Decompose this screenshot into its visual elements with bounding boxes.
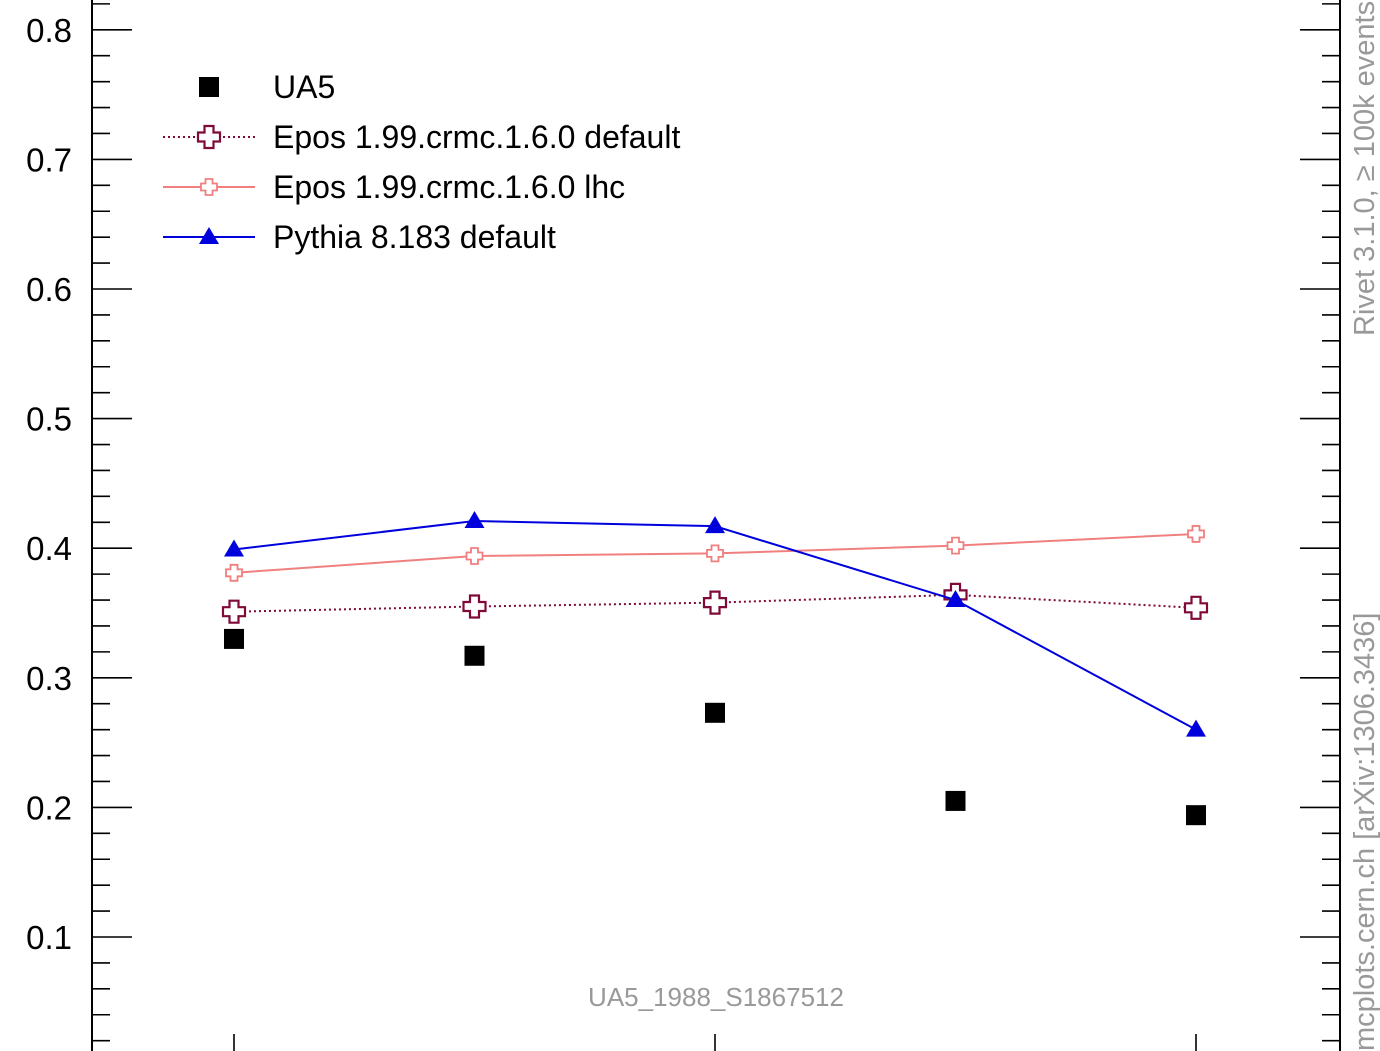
- data-point: [705, 702, 725, 723]
- y-tick-label: 0.3: [26, 660, 72, 697]
- data-point: [705, 516, 725, 534]
- data-point: [464, 645, 485, 666]
- axis-ticks: 0.8 0.7 0.6 0.5 0.4 0.3 0.2 0.1: [26, 3, 1340, 1051]
- mcplots-reference-label: mcplots.cern.ch [arXiv:1306.3436]: [1349, 613, 1380, 1051]
- rivet-version-label: Rivet 3.1.0, ≥ 100k events: [1349, 1, 1380, 336]
- legend-label: UA5: [273, 69, 335, 105]
- data-point: [1186, 805, 1206, 826]
- y-tick-label: 0.1: [26, 919, 72, 956]
- series-1: [221, 582, 1209, 624]
- y-tick-label: 0.2: [26, 789, 72, 826]
- legend-label: Pythia 8.183 default: [273, 219, 556, 255]
- legend-marker: [200, 178, 218, 196]
- legend-marker: [196, 124, 222, 150]
- data-point: [221, 599, 247, 624]
- axes: [91, 0, 1341, 1051]
- legend-entry: Pythia 8.183 default: [163, 219, 556, 255]
- series-layer: [221, 510, 1209, 826]
- series-0: [224, 628, 1206, 826]
- data-point: [945, 790, 966, 811]
- legend-label: Epos 1.99.crmc.1.6.0 default: [273, 119, 680, 155]
- data-point: [224, 539, 244, 557]
- y-tick-label: 0.5: [26, 401, 72, 438]
- analysis-id-label: UA5_1988_S1867512: [588, 982, 844, 1012]
- y-tick-label: 0.8: [26, 12, 72, 49]
- data-point: [225, 563, 243, 582]
- data-point: [702, 590, 728, 615]
- legend-entry: Epos 1.99.crmc.1.6.0 default: [163, 119, 680, 155]
- data-point: [1183, 595, 1209, 620]
- legend-entry: UA5: [199, 69, 335, 105]
- y-tick-label: 0.4: [26, 530, 72, 567]
- data-point: [946, 536, 965, 555]
- legend-label: Epos 1.99.crmc.1.6.0 lhc: [273, 169, 625, 205]
- data-point: [706, 544, 724, 563]
- legend-entry: Epos 1.99.crmc.1.6.0 lhc: [163, 169, 625, 205]
- y-tick-label: 0.7: [26, 141, 72, 178]
- data-point: [465, 547, 484, 565]
- legend-marker: [199, 77, 219, 97]
- data-point: [464, 510, 485, 528]
- y-tick-label: 0.6: [26, 271, 72, 308]
- data-point: [462, 594, 487, 619]
- legend: UA5 Epos 1.99.crmc.1.6.0 default Epos 1.99…: [163, 69, 680, 255]
- data-point: [1186, 719, 1206, 737]
- data-point: [945, 590, 966, 608]
- series-2: [225, 525, 1205, 582]
- legend-marker: [199, 227, 219, 244]
- series-3: [224, 510, 1206, 737]
- data-point: [224, 628, 244, 649]
- data-point: [1187, 525, 1205, 543]
